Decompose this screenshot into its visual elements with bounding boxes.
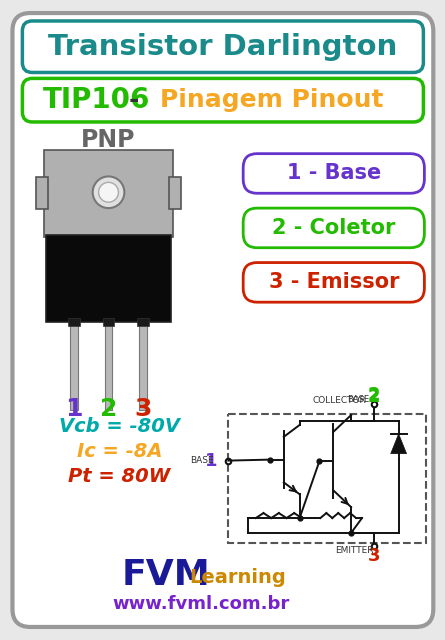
Circle shape bbox=[93, 177, 124, 208]
Text: TIP106: TIP106 bbox=[43, 86, 150, 114]
Bar bbox=[36, 177, 48, 209]
Text: 2: 2 bbox=[368, 388, 380, 406]
Text: 2: 2 bbox=[368, 387, 380, 404]
Text: -: - bbox=[129, 88, 139, 112]
Text: 2 - Coletor: 2 - Coletor bbox=[272, 218, 396, 238]
Text: Pt = 80W: Pt = 80W bbox=[68, 467, 170, 486]
Text: Pinagem Pinout: Pinagem Pinout bbox=[160, 88, 384, 112]
FancyBboxPatch shape bbox=[22, 78, 423, 122]
FancyBboxPatch shape bbox=[12, 13, 433, 627]
Text: FVM: FVM bbox=[121, 559, 210, 593]
Text: PNP: PNP bbox=[81, 128, 136, 152]
FancyBboxPatch shape bbox=[243, 262, 425, 302]
Text: 3: 3 bbox=[134, 397, 152, 421]
Bar bbox=[36, 177, 48, 209]
FancyBboxPatch shape bbox=[243, 154, 425, 193]
Text: BASE: BASE bbox=[190, 456, 214, 465]
Bar bbox=[139, 321, 147, 410]
Bar bbox=[44, 150, 173, 237]
Bar bbox=[68, 318, 80, 326]
Text: 1: 1 bbox=[205, 452, 218, 470]
Text: 3: 3 bbox=[368, 547, 380, 564]
Text: EMITTER: EMITTER bbox=[335, 546, 373, 556]
Text: 2: 2 bbox=[100, 397, 117, 421]
Text: www.fvml.com.br: www.fvml.com.br bbox=[112, 595, 289, 613]
Bar bbox=[46, 235, 171, 322]
Bar bbox=[169, 177, 181, 209]
FancyBboxPatch shape bbox=[22, 21, 423, 72]
Bar bbox=[137, 318, 149, 326]
Text: 1 - Base: 1 - Base bbox=[287, 163, 381, 184]
Text: Transistor Darlington: Transistor Darlington bbox=[48, 33, 397, 61]
Polygon shape bbox=[391, 434, 407, 454]
Bar bbox=[70, 321, 78, 410]
FancyBboxPatch shape bbox=[243, 208, 425, 248]
Text: Vcb = -80V: Vcb = -80V bbox=[59, 417, 180, 436]
Text: Learning: Learning bbox=[189, 568, 286, 587]
Text: 3 - Emissor: 3 - Emissor bbox=[268, 273, 399, 292]
Text: BASE: BASE bbox=[347, 395, 369, 404]
Bar bbox=[103, 318, 114, 326]
Bar bbox=[169, 177, 181, 209]
Bar bbox=[105, 321, 113, 410]
Circle shape bbox=[99, 182, 118, 202]
Text: COLLECTOR: COLLECTOR bbox=[312, 396, 366, 404]
Bar bbox=[228, 414, 426, 543]
Text: Ic = -8A: Ic = -8A bbox=[77, 442, 162, 461]
Text: 1: 1 bbox=[65, 397, 83, 421]
